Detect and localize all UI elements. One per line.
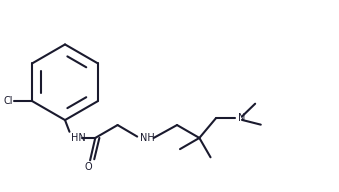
Text: NH: NH: [140, 133, 155, 143]
Text: N: N: [238, 113, 245, 123]
Text: HN: HN: [71, 133, 86, 143]
Text: O: O: [84, 162, 92, 172]
Text: Cl: Cl: [3, 96, 13, 106]
